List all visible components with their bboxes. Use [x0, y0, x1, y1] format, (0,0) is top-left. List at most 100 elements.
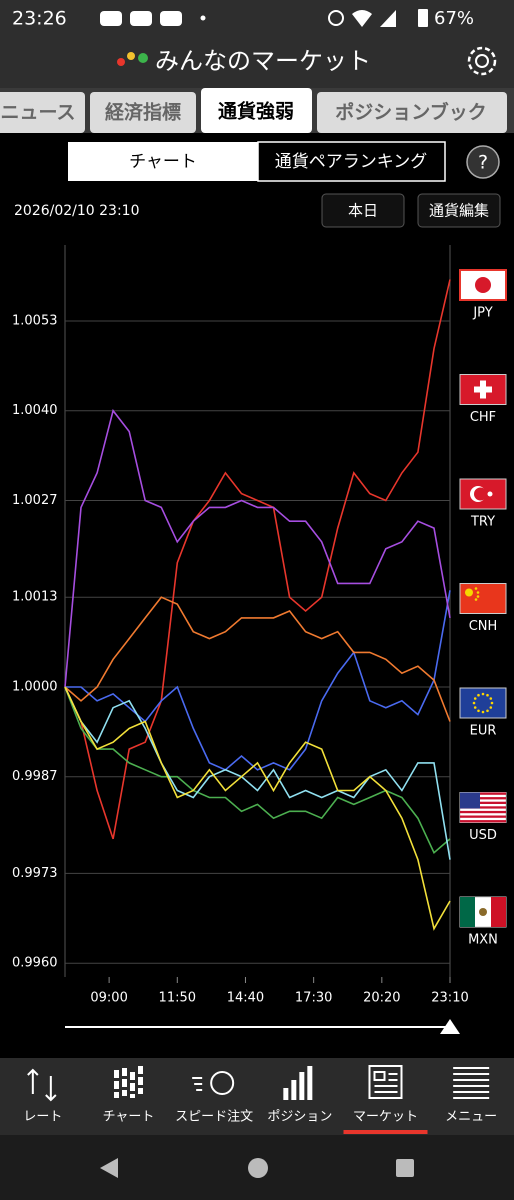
x-tick-label: 09:00 — [90, 991, 127, 1006]
nav-icon — [368, 1065, 403, 1099]
flag-art — [487, 491, 493, 497]
flag-art — [460, 797, 506, 800]
chart: 1.0053 1.0040 1.0027 1.0013 1.0000 0.9987 0.99… — [12, 245, 507, 1006]
tab-selected[interactable]: 通貨強弱 — [201, 88, 312, 133]
legend-item[interactable]: CNH — [459, 583, 507, 635]
header-bg — [0, 0, 514, 90]
flag-art — [460, 801, 506, 804]
segment-selected[interactable]: チャート — [68, 142, 258, 181]
logo — [117, 52, 148, 66]
help-button[interactable]: ? — [466, 145, 500, 179]
button[interactable]: 通貨編集 — [417, 193, 501, 228]
legend-label: MXN — [468, 933, 498, 948]
flag-art — [460, 792, 480, 809]
settings-icon[interactable] — [467, 46, 497, 76]
flag-art — [486, 693, 489, 697]
legend-label: TRY — [470, 515, 495, 530]
tab[interactable]: ポジションブック — [317, 92, 507, 133]
legend-label: JPY — [472, 306, 492, 321]
y-tick-label: 1.0053 — [12, 313, 58, 328]
nav-icon — [283, 1066, 313, 1100]
flag-art — [460, 897, 475, 927]
recents-button[interactable] — [396, 1159, 414, 1177]
nav-item[interactable]: ポジション — [267, 1066, 332, 1125]
y-tick-label: 0.9973 — [12, 866, 58, 881]
nav-label: メニュー — [445, 1110, 497, 1125]
y-tick-label: 1.0040 — [12, 403, 58, 418]
flag-art — [473, 706, 477, 709]
legend-item[interactable]: TRY — [459, 478, 507, 530]
tab[interactable]: 経済指標 — [90, 92, 196, 133]
nav-item[interactable]: レート — [23, 1068, 62, 1125]
button-label: 通貨編集 — [429, 202, 489, 220]
legend-item[interactable]: CHF — [459, 374, 507, 426]
flag-art — [477, 709, 480, 713]
flag-art — [476, 595, 480, 598]
tab-label: ポジションブック — [335, 101, 486, 124]
flag-art — [476, 591, 480, 594]
tab-label: 経済指標 — [105, 101, 181, 124]
nav-item[interactable]: メニュー — [445, 1067, 497, 1125]
nav-label: レート — [23, 1110, 62, 1125]
legend: JPY CHF TRY CNH EUR USD MXN — [459, 269, 507, 948]
nav-item[interactable]: チャート — [103, 1066, 155, 1125]
legend-item[interactable]: MXN — [459, 896, 507, 948]
series-line — [64, 686, 451, 860]
app-title: みんなのマーケット — [155, 47, 371, 75]
home-button[interactable] — [248, 1158, 268, 1178]
tab[interactable]: ニュース — [0, 92, 85, 133]
tab-label: 通貨強弱 — [218, 100, 294, 123]
help-label: ? — [478, 152, 488, 174]
flag-art — [477, 693, 480, 697]
button[interactable]: 本日 — [321, 193, 405, 228]
flag-art — [465, 588, 473, 597]
nav-label: スピード注文 — [175, 1110, 253, 1125]
flag-art — [474, 380, 492, 399]
flag-art — [474, 487, 487, 501]
status-time: 23:26 — [12, 8, 67, 30]
nav-label: ポジション — [267, 1110, 332, 1125]
flag-art — [460, 792, 506, 795]
button-label: 本日 — [348, 202, 378, 220]
flag-art — [490, 701, 494, 705]
segment[interactable]: 通貨ペアランキング — [257, 141, 446, 182]
flag-art — [473, 697, 477, 700]
nav-label: マーケット — [353, 1110, 418, 1125]
range-slider[interactable] — [65, 1019, 460, 1034]
series-line — [65, 590, 451, 771]
back-button[interactable] — [100, 1158, 118, 1178]
series-line — [64, 686, 451, 931]
flag-art — [481, 692, 485, 696]
nav-icon — [453, 1067, 490, 1099]
bottom-nav — [0, 1058, 514, 1135]
segment-label: 通貨ペアランキング — [275, 152, 428, 172]
y-tick-label: 0.9960 — [12, 956, 58, 971]
flag-bg — [459, 687, 507, 719]
legend-item[interactable]: EUR — [459, 687, 507, 739]
legend-label: CHF — [470, 410, 496, 425]
segment-label: チャート — [129, 152, 197, 172]
flag-bg — [459, 583, 507, 614]
legend-item[interactable]: USD — [459, 792, 507, 844]
nav-item[interactable]: マーケット — [343, 1065, 428, 1134]
flag-art — [491, 897, 506, 927]
nav-item[interactable]: スピード注文 — [175, 1071, 253, 1125]
flag-art — [489, 706, 493, 709]
flag-art — [479, 908, 487, 916]
y-tick-label: 1.0000 — [12, 679, 58, 694]
x-tick-label: 17:30 — [295, 991, 332, 1006]
status-icons — [100, 9, 428, 27]
legend-label: EUR — [470, 724, 497, 739]
flag-art — [486, 709, 489, 713]
flag-art — [475, 277, 491, 293]
nav-active-indicator — [343, 1130, 428, 1134]
flag-art — [460, 820, 506, 823]
nav-icon — [192, 1071, 235, 1095]
y-tick-label: 1.0027 — [12, 493, 58, 508]
x-tick-label: 20:20 — [363, 991, 400, 1006]
legend-item[interactable]: JPY — [459, 269, 507, 321]
legend-label: USD — [469, 828, 497, 843]
legend-label: CNH — [469, 619, 498, 634]
